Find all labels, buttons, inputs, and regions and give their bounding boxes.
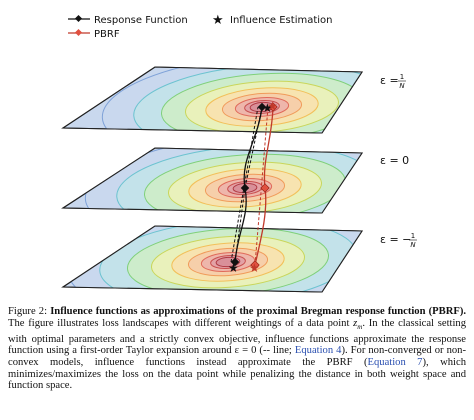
legend-label: PBRF	[94, 29, 120, 40]
point	[257, 102, 267, 112]
caption-link[interactable]: Equation 4	[294, 345, 342, 357]
caption-text: ). For non-converged or non-convex model…	[8, 345, 466, 368]
contours	[67, 226, 362, 292]
plane-label: ε = 1 N	[380, 73, 406, 90]
plane-border	[61, 147, 364, 214]
plane-border	[61, 225, 364, 293]
plane-border	[61, 66, 364, 134]
caption-link[interactable]: Equation 7	[367, 356, 423, 368]
caption-subscript: m	[357, 322, 363, 331]
star: ★	[262, 101, 273, 115]
influence-dashed	[254, 106, 269, 266]
plane-label-prefix: ε =	[380, 74, 399, 87]
caption-label: Figure 2:	[8, 306, 48, 317]
influence-dashed	[230, 106, 259, 263]
legend-marker	[74, 28, 83, 37]
caption-math: z	[353, 317, 358, 329]
star: ★	[267, 99, 278, 113]
legend-label: Influence Estimation	[230, 15, 333, 26]
fraction-den: N	[410, 241, 416, 249]
plane-label: ε = 0	[380, 154, 409, 167]
caption-text: line;	[270, 345, 295, 357]
caption: Figure 2: Influence functions as approxi…	[8, 306, 466, 392]
figure: Response Function ★ Influence Estimation…	[61, 13, 417, 293]
legend-marker	[74, 14, 83, 23]
legend: Response Function ★ Influence Estimation…	[68, 13, 333, 40]
point	[230, 257, 240, 267]
fraction-num: 1	[400, 73, 404, 81]
caption-title: Influence functions as approximations of…	[50, 306, 466, 317]
point	[250, 260, 260, 270]
star: ★	[228, 261, 239, 275]
caption-text: ), which minimizes/maximizes the loss on…	[8, 356, 466, 392]
caption-text: . In the classical setting with optimal …	[8, 317, 466, 357]
fraction-num: 1	[411, 232, 415, 240]
caption-text: The figure illustrates loss landscapes w…	[8, 317, 350, 329]
markers: ★ ★ ★ ★	[228, 99, 278, 275]
point	[268, 102, 278, 112]
fraction-den: N	[399, 82, 405, 90]
legend-star: ★	[212, 13, 224, 28]
point	[240, 183, 250, 193]
star: ★	[249, 261, 260, 275]
legend-label: Response Function	[94, 15, 188, 26]
caption-dash: --	[262, 345, 271, 357]
plane-label-prefix: ε = −	[380, 233, 411, 246]
point	[260, 183, 270, 193]
plane	[61, 225, 364, 293]
plane-label: ε = − 1 N	[380, 232, 417, 249]
